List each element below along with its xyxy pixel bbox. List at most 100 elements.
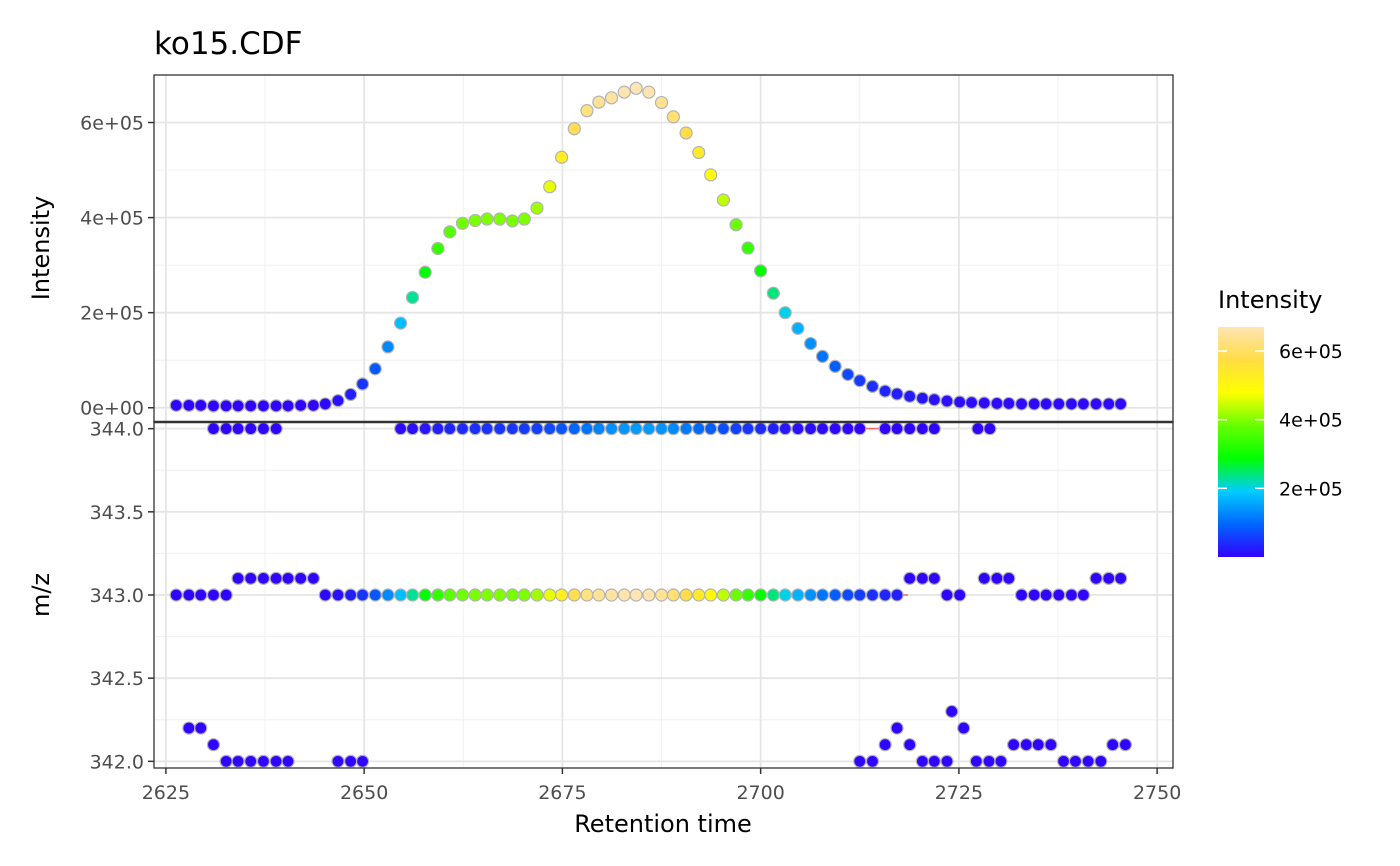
- data-point: [890, 387, 904, 401]
- data-point: [244, 422, 258, 436]
- data-point: [517, 212, 531, 226]
- data-point: [853, 754, 867, 768]
- data-point: [957, 721, 971, 735]
- data-point: [617, 422, 631, 436]
- data-point: [804, 588, 818, 602]
- data-point: [990, 396, 1004, 411]
- data-point: [405, 588, 420, 602]
- colorbar-title: Intensity: [1218, 286, 1322, 314]
- data-point: [530, 588, 544, 602]
- data-point: [853, 422, 867, 436]
- data-point: [1068, 754, 1083, 768]
- data-point: [604, 91, 619, 105]
- data-point: [567, 422, 581, 436]
- data-point: [1114, 397, 1128, 411]
- data-point: [580, 104, 594, 118]
- y-tick-label: 344.0: [90, 419, 144, 441]
- data-point: [256, 571, 271, 585]
- data-point: [754, 264, 768, 278]
- data-point: [692, 588, 706, 602]
- data-point: [890, 721, 904, 735]
- data-point: [306, 571, 320, 585]
- data-point: [915, 571, 930, 585]
- data-point: [729, 422, 743, 436]
- data-point: [443, 588, 457, 602]
- data-point: [567, 588, 581, 602]
- data-point: [1056, 754, 1071, 768]
- x-axis-title: Retention time: [574, 810, 752, 838]
- data-point: [977, 571, 991, 585]
- data-point: [915, 754, 930, 768]
- data-point: [1039, 588, 1053, 602]
- data-point: [443, 225, 457, 239]
- data-point: [940, 588, 954, 602]
- y-tick-label: 342.0: [90, 751, 144, 773]
- data-point: [281, 754, 295, 768]
- data-point: [505, 588, 520, 602]
- data-point: [890, 588, 904, 602]
- data-point: [394, 316, 408, 330]
- data-point: [716, 422, 730, 436]
- data-point: [231, 754, 245, 768]
- data-point: [1007, 738, 1021, 752]
- data-point: [1102, 397, 1116, 411]
- data-point: [206, 738, 221, 752]
- mz-panel: 342.0 342.5 343.0 343.5 344.0 2625 2650 2675 270…: [90, 419, 1182, 804]
- data-point: [219, 754, 233, 768]
- data-point: [543, 180, 557, 194]
- data-point: [468, 422, 482, 436]
- data-point: [766, 422, 780, 436]
- data-point: [244, 571, 258, 585]
- data-point: [381, 588, 395, 602]
- data-point: [580, 588, 594, 602]
- data-point: [517, 588, 531, 602]
- data-point: [554, 422, 569, 436]
- data-point: [778, 306, 792, 320]
- data-point: [927, 393, 941, 407]
- intensity-axis-title: Intensity: [27, 196, 55, 300]
- data-point: [654, 422, 669, 436]
- data-point: [878, 422, 892, 436]
- data-point: [804, 422, 818, 436]
- data-point: [878, 384, 892, 398]
- data-point: [306, 398, 320, 412]
- data-point: [741, 241, 755, 255]
- data-point: [828, 359, 842, 373]
- data-point: [865, 754, 880, 768]
- data-point: [766, 588, 780, 602]
- data-point: [1039, 397, 1053, 411]
- data-point: [945, 704, 959, 719]
- data-point: [865, 588, 880, 602]
- data-point: [355, 377, 370, 391]
- data-point: [903, 389, 917, 403]
- data-point: [231, 422, 245, 436]
- data-point: [194, 721, 208, 735]
- data-point: [368, 362, 382, 376]
- data-point: [1094, 754, 1108, 768]
- data-point: [318, 397, 332, 411]
- data-point: [927, 571, 941, 585]
- data-point: [828, 422, 842, 436]
- colorbar-tick-label: 6e+05: [1279, 341, 1343, 363]
- data-point: [368, 588, 382, 602]
- data-point: [841, 422, 855, 436]
- data-point: [1064, 397, 1079, 411]
- data-point: [1031, 738, 1045, 752]
- data-point: [580, 422, 594, 436]
- data-point: [344, 387, 358, 402]
- data-point: [704, 422, 718, 436]
- data-point: [344, 754, 358, 768]
- data-point: [543, 422, 557, 436]
- data-point: [1089, 571, 1103, 585]
- data-point: [704, 588, 718, 602]
- data-point: [256, 399, 271, 413]
- data-point: [629, 81, 643, 95]
- data-point: [294, 398, 308, 412]
- data-point: [493, 422, 507, 436]
- data-point: [679, 588, 693, 602]
- data-point: [940, 754, 954, 768]
- data-point: [281, 399, 295, 413]
- data-point: [903, 571, 917, 585]
- data-point: [480, 212, 494, 226]
- data-point: [182, 721, 196, 735]
